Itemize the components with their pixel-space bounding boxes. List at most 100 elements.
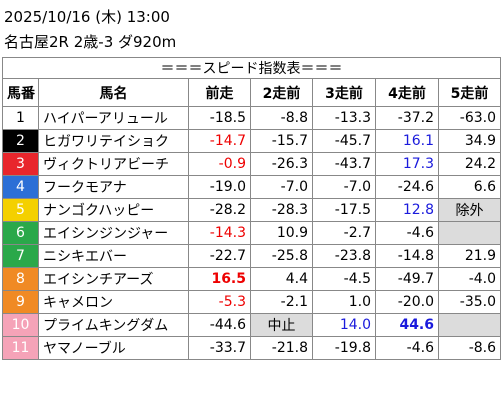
- speed-index: -20.0: [375, 290, 439, 314]
- speed-index: [437, 313, 502, 337]
- speed-index: -13.3: [312, 106, 376, 130]
- speed-index: -24.6: [375, 175, 439, 199]
- speed-index: -4.6: [375, 221, 439, 245]
- speed-index: -63.0: [437, 106, 502, 130]
- speed-index: -18.5: [188, 106, 251, 130]
- horse-number: 5: [2, 198, 39, 222]
- speed-index: -14.7: [188, 129, 251, 153]
- horse-name: エイシンジンジャー: [38, 221, 189, 245]
- horse-number: 1: [2, 106, 39, 130]
- speed-table: ＝＝＝スピード指数表＝＝＝ 馬番 馬名 前走 2走前 3走前 4走前 5走前 1 ハイパーアリュー…: [1, 57, 502, 360]
- speed-index: 24.2: [437, 152, 502, 176]
- speed-index: 12.8: [375, 198, 439, 222]
- speed-index: -0.9: [188, 152, 251, 176]
- horse-row: 3 ヴィクトリアビーチ -0.9 -26.3 -43.7 17.3 24.2: [2, 152, 502, 176]
- speed-index: 6.6: [437, 175, 502, 199]
- horse-name: ヒガワリテイショク: [38, 129, 189, 153]
- speed-index: -26.3: [250, 152, 313, 176]
- speed-index: 除外: [437, 198, 502, 222]
- horse-number: 7: [2, 244, 39, 268]
- title-row: ＝＝＝スピード指数表＝＝＝: [1, 57, 502, 79]
- speed-index: 44.6: [375, 313, 439, 337]
- speed-index: -21.8: [250, 336, 313, 360]
- speed-index: -4.5: [312, 267, 376, 291]
- speed-index: -5.3: [188, 290, 251, 314]
- speed-index: 1.0: [312, 290, 376, 314]
- horse-number: 10: [2, 313, 39, 337]
- speed-index: -2.7: [312, 221, 376, 245]
- speed-index: [437, 221, 502, 245]
- speed-index: -2.1: [250, 290, 313, 314]
- horse-number: 4: [2, 175, 39, 199]
- date: 2025/10/16 (木) 13:00: [4, 8, 170, 26]
- speed-index: -35.0: [437, 290, 502, 314]
- horse-row: 6 エイシンジンジャー -14.3 10.9 -2.7 -4.6: [2, 221, 502, 245]
- speed-index: -44.6: [188, 313, 251, 337]
- speed-index: -37.2: [375, 106, 439, 130]
- horse-row: 7 ニシキエバー -22.7 -25.8 -23.8 -14.8 21.9: [2, 244, 502, 268]
- speed-index: -28.3: [250, 198, 313, 222]
- header-row: 馬番 馬名 前走 2走前 3走前 4走前 5走前: [2, 78, 502, 107]
- column-header: 3走前: [312, 78, 376, 107]
- speed-index: 中止: [250, 313, 313, 337]
- speed-index: -22.7: [188, 244, 251, 268]
- horse-name: プライムキングダム: [38, 313, 189, 337]
- horse-row: 8 エイシンチアーズ 16.5 4.4 -4.5 -49.7 -4.0: [2, 267, 502, 291]
- column-header: 馬名: [38, 78, 189, 107]
- speed-index: 4.4: [250, 267, 313, 291]
- speed-index: -4.6: [375, 336, 439, 360]
- speed-index: 34.9: [437, 129, 502, 153]
- speed-index: -45.7: [312, 129, 376, 153]
- speed-index: -23.8: [312, 244, 376, 268]
- horse-row: 9 キャメロン -5.3 -2.1 1.0 -20.0 -35.0: [2, 290, 502, 314]
- speed-index: -7.0: [250, 175, 313, 199]
- speed-index: -4.0: [437, 267, 502, 291]
- speed-index: -14.3: [188, 221, 251, 245]
- horse-number: 3: [2, 152, 39, 176]
- speed-index: 21.9: [437, 244, 502, 268]
- speed-index: -8.6: [437, 336, 502, 360]
- column-header: 2走前: [250, 78, 313, 107]
- speed-index: -33.7: [188, 336, 251, 360]
- horse-number: 6: [2, 221, 39, 245]
- column-header: 馬番: [2, 78, 39, 107]
- speed-index: 10.9: [250, 221, 313, 245]
- horse-name: フークモアナ: [38, 175, 189, 199]
- speed-index: -14.8: [375, 244, 439, 268]
- speed-index: -15.7: [250, 129, 313, 153]
- race: 名古屋2R 2歳-3 ダ920m: [4, 33, 177, 51]
- horse-name: ナンゴクハッピー: [38, 198, 189, 222]
- horse-name: ヤマノーブル: [38, 336, 189, 360]
- horse-name: ヴィクトリアビーチ: [38, 152, 189, 176]
- horse-name: エイシンチアーズ: [38, 267, 189, 291]
- column-header: 5走前: [437, 78, 502, 107]
- speed-index: -43.7: [312, 152, 376, 176]
- horse-name: キャメロン: [38, 290, 189, 314]
- horse-number: 2: [2, 129, 39, 153]
- horse-row: 1 ハイパーアリュール -18.5 -8.8 -13.3 -37.2 -63.0: [2, 106, 502, 130]
- horse-name: ハイパーアリュール: [38, 106, 189, 130]
- speed-index: -49.7: [375, 267, 439, 291]
- speed-index: 16.1: [375, 129, 439, 153]
- speed-index: 16.5: [188, 267, 251, 291]
- horse-number: 8: [2, 267, 39, 291]
- speed-index: -19.0: [188, 175, 251, 199]
- speed-index: 14.0: [312, 313, 376, 337]
- speed-index: -17.5: [312, 198, 376, 222]
- horse-number: 11: [2, 336, 39, 360]
- column-header: 前走: [188, 78, 251, 107]
- speed-index: -28.2: [188, 198, 251, 222]
- column-header: 4走前: [375, 78, 439, 107]
- horse-row: 10 プライムキングダム -44.6 中止 14.0 44.6: [2, 313, 502, 337]
- speed-index: -8.8: [250, 106, 313, 130]
- horse-row: 5 ナンゴクハッピー -28.2 -28.3 -17.5 12.8 除外: [2, 198, 502, 222]
- speed-index: -25.8: [250, 244, 313, 268]
- horse-row: 11 ヤマノーブル -33.7 -21.8 -19.8 -4.6 -8.6: [2, 336, 502, 360]
- table-title: ＝＝＝スピード指数表＝＝＝: [1, 57, 502, 79]
- horse-name: ニシキエバー: [38, 244, 189, 268]
- speed-index: 17.3: [375, 152, 439, 176]
- speed-index: -7.0: [312, 175, 376, 199]
- horse-row: 4 フークモアナ -19.0 -7.0 -7.0 -24.6 6.6: [2, 175, 502, 199]
- horse-number: 9: [2, 290, 39, 314]
